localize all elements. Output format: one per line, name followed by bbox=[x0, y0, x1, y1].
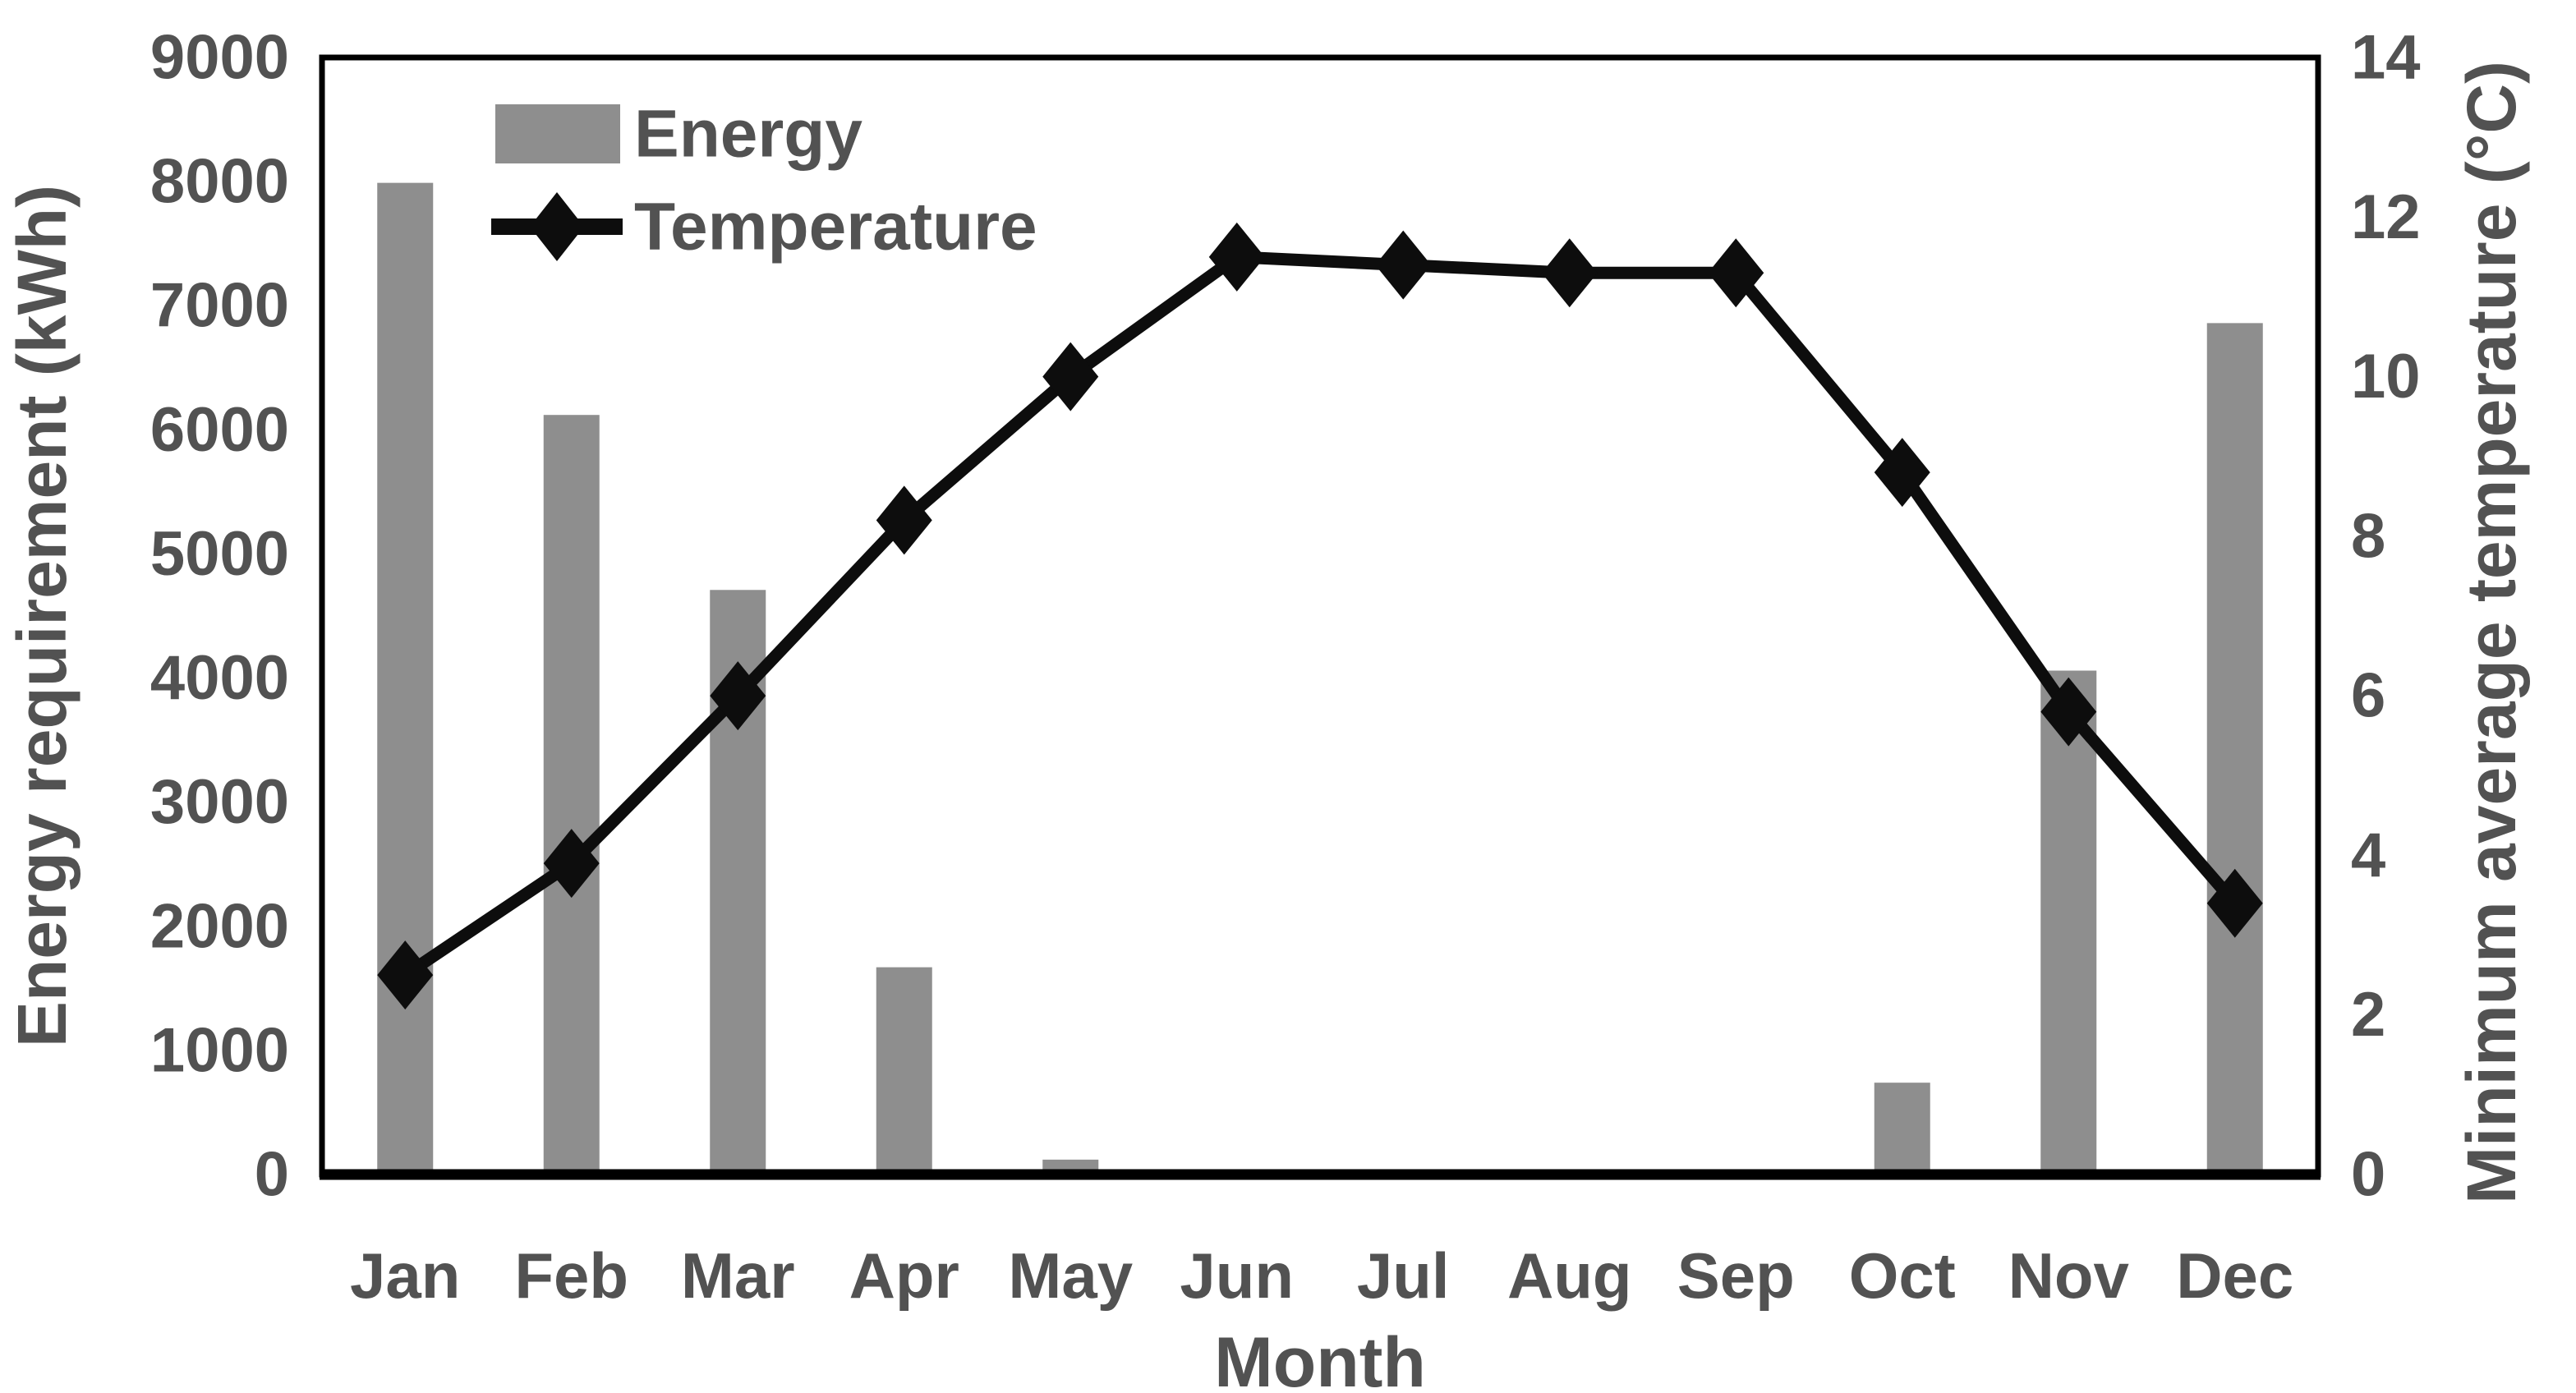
month-label-Apr: Apr bbox=[849, 1239, 959, 1312]
month-label-Oct: Oct bbox=[1849, 1239, 1956, 1312]
right-tick-12: 12 bbox=[2351, 182, 2421, 252]
month-label-Mar: Mar bbox=[681, 1239, 795, 1312]
month-label-Dec: Dec bbox=[2176, 1239, 2293, 1312]
left-axis-tick-labels: 0 1000 2000 3000 4000 5000 6000 7000 8000 9000 bbox=[150, 23, 289, 1210]
bar-Jan bbox=[377, 182, 434, 1175]
month-label-Jun: Jun bbox=[1180, 1239, 1294, 1312]
legend: Energy Temperature bbox=[491, 97, 1037, 264]
energy-bars-group bbox=[377, 182, 2263, 1175]
marker-Sep bbox=[1708, 238, 1764, 308]
left-tick-2000: 2000 bbox=[150, 891, 289, 961]
right-tick-0: 0 bbox=[2351, 1140, 2385, 1210]
right-tick-4: 4 bbox=[2351, 821, 2385, 890]
right-tick-2: 2 bbox=[2351, 980, 2385, 1050]
marker-Jan bbox=[377, 940, 434, 1010]
month-label-Sep: Sep bbox=[1677, 1239, 1795, 1312]
marker-Aug bbox=[1541, 238, 1598, 308]
marker-Jun bbox=[1208, 222, 1265, 292]
month-label-Nov: Nov bbox=[2008, 1239, 2130, 1312]
legend-energy-swatch-icon bbox=[495, 104, 620, 163]
left-tick-8000: 8000 bbox=[150, 147, 289, 217]
left-tick-9000: 9000 bbox=[150, 23, 289, 93]
legend-energy-label: Energy bbox=[634, 97, 862, 172]
month-label-Jul: Jul bbox=[1357, 1239, 1450, 1312]
legend-temperature-label: Temperature bbox=[634, 190, 1037, 264]
left-tick-5000: 5000 bbox=[150, 519, 289, 589]
temperature-line bbox=[402, 251, 2240, 981]
left-tick-3000: 3000 bbox=[150, 767, 289, 837]
right-tick-8: 8 bbox=[2351, 501, 2385, 571]
x-axis-title: Month bbox=[1214, 1323, 1426, 1393]
month-label-Feb: Feb bbox=[514, 1239, 628, 1312]
left-tick-4000: 4000 bbox=[150, 643, 289, 713]
bar-Oct bbox=[1874, 1083, 1930, 1175]
right-tick-14: 14 bbox=[2351, 23, 2421, 93]
legend-temperature-diamond-icon bbox=[530, 192, 584, 261]
right-axis-title: Minimum average temperature (°C) bbox=[2453, 61, 2530, 1204]
marker-Nov bbox=[2040, 677, 2097, 747]
month-label-Aug: Aug bbox=[1507, 1239, 1632, 1312]
bar-Dec bbox=[2206, 323, 2263, 1175]
marker-May bbox=[1042, 342, 1099, 411]
marker-Feb bbox=[543, 829, 600, 899]
marker-Dec bbox=[2206, 868, 2263, 938]
bar-Apr bbox=[876, 967, 932, 1175]
temperature-markers-group bbox=[377, 222, 2263, 1010]
left-tick-6000: 6000 bbox=[150, 395, 289, 465]
marker-Apr bbox=[876, 485, 932, 555]
marker-Jul bbox=[1375, 230, 1432, 300]
left-tick-7000: 7000 bbox=[150, 271, 289, 341]
bar-Feb bbox=[543, 415, 600, 1175]
left-axis-title: Energy requirement (kWh) bbox=[3, 185, 80, 1047]
right-tick-6: 6 bbox=[2351, 661, 2385, 731]
bar-Nov bbox=[2040, 670, 2097, 1175]
month-labels: Jan Feb Mar Apr May Jun Jul Aug Sep Oct Nov Dec bbox=[350, 1239, 2293, 1312]
left-tick-1000: 1000 bbox=[150, 1015, 289, 1085]
marker-Mar bbox=[710, 661, 766, 731]
left-tick-0: 0 bbox=[255, 1140, 289, 1210]
month-label-Jan: Jan bbox=[350, 1239, 460, 1312]
right-tick-10: 10 bbox=[2351, 342, 2421, 411]
month-label-May: May bbox=[1008, 1239, 1133, 1312]
marker-Oct bbox=[1874, 438, 1930, 508]
right-axis-tick-labels: 0 2 4 6 8 10 12 14 bbox=[2351, 23, 2421, 1210]
